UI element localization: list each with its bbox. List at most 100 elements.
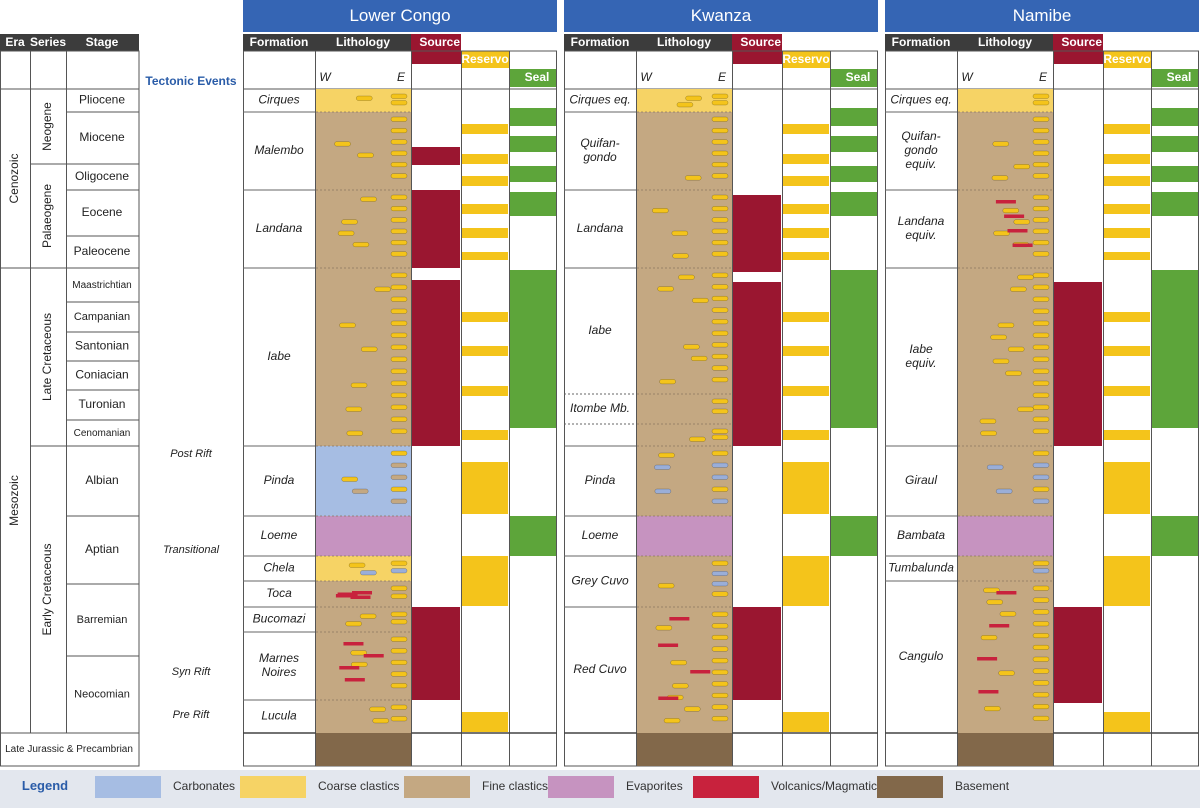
formation-label: Grey Cuvo <box>571 574 629 588</box>
lithology-pebble <box>684 706 701 712</box>
era-label: Cenozoic <box>7 153 21 203</box>
formation-label-line: Bambata <box>897 528 945 542</box>
lithology-pebble <box>1032 486 1050 492</box>
series-label-line: Palaeogene <box>40 184 54 248</box>
formation-label-line: Iabe <box>909 342 933 356</box>
reservoir-interval <box>462 176 508 186</box>
stage-header-line: Stage <box>86 35 119 49</box>
stage-label-line: Maastrichtian <box>72 280 131 291</box>
lithology-pebble <box>341 476 358 482</box>
lithology-pebble <box>390 128 408 134</box>
lithology-pebble <box>684 175 702 181</box>
reservoir-interval <box>1104 228 1150 238</box>
legend-swatch <box>404 776 470 798</box>
basin-title: Lower Congo <box>349 6 450 25</box>
reservoir-header-bar <box>782 51 830 68</box>
source-rock-interval <box>412 190 460 268</box>
lithology-pebble <box>390 251 408 257</box>
west-label: W <box>640 70 653 84</box>
lithology-pebble <box>1032 680 1050 686</box>
lithology-pebble <box>341 219 358 225</box>
reservoir-interval <box>1104 386 1150 396</box>
basin-title: Kwanza <box>691 6 752 25</box>
formation-label-line: Iabe <box>267 349 291 363</box>
lithology-pebble <box>1032 585 1050 591</box>
series-header-line: Series <box>30 35 66 49</box>
lithology-pebble <box>997 322 1015 328</box>
lithology-pebble <box>711 450 729 456</box>
lithology-pebble <box>390 320 408 326</box>
reservoir-interval <box>462 346 508 356</box>
lithology-pebble <box>360 346 378 352</box>
lithology-pebble <box>683 344 700 350</box>
lithology-pebble <box>1032 217 1050 223</box>
lithology-pebble <box>711 295 729 301</box>
lithology-pebble <box>711 623 729 629</box>
lithology-pebble <box>672 253 689 259</box>
lithology-pebble <box>1032 450 1050 456</box>
basin-title-bar <box>885 0 1199 32</box>
east-label-line: E <box>718 70 727 84</box>
source-rock-interval <box>412 607 460 700</box>
volcanic-streak <box>343 642 364 646</box>
formation-label-line: Cirques eq. <box>569 93 630 107</box>
seal-header: Seal <box>1167 70 1192 84</box>
seal-header-line: Seal <box>1167 70 1192 84</box>
west-label-line: W <box>961 70 974 84</box>
time-scale-panel: Era Series Stage Cenozoic Mesozoic Neogene Pal… <box>0 34 237 767</box>
basin-title-line: Lower Congo <box>349 6 450 25</box>
lithology-pebble <box>711 692 729 698</box>
lithology-pebble <box>390 206 408 212</box>
lithology-pebble <box>711 162 729 168</box>
lithology-header-line: Lithology <box>657 35 711 49</box>
lithology-pebble <box>1017 406 1034 412</box>
lithology-pebble <box>1032 344 1050 350</box>
series-label-line: Late Cretaceous <box>40 313 54 401</box>
stage-label-line: Santonian <box>75 339 129 353</box>
lithology-pebble <box>1032 308 1050 314</box>
seal-interval <box>1152 516 1198 556</box>
lithology-block <box>958 516 1053 556</box>
lithology-pebble <box>711 206 729 212</box>
formation-label-line: Landana <box>256 221 303 235</box>
stage-label: Santonian <box>75 339 129 353</box>
lithology-pebble <box>711 251 729 257</box>
seal-header: Seal <box>846 70 871 84</box>
tectonic-events-header: Tectonic Events <box>145 74 236 88</box>
volcanic-streak <box>1007 229 1028 233</box>
seal-interval <box>831 516 877 556</box>
lithology-pebble <box>1032 704 1050 710</box>
lithology-pebble <box>1032 128 1050 134</box>
legend-swatch <box>95 776 161 798</box>
volcanic-streak <box>1004 214 1025 218</box>
basin-kwanza: Kwanza Formation Lithology Source rock Reser… <box>564 0 878 767</box>
lithology-pebble <box>657 286 674 292</box>
stage-label-line: Campanian <box>74 311 130 323</box>
reservoir-interval <box>783 556 829 606</box>
lithology-pebble <box>711 116 729 122</box>
lithology-pebble <box>676 102 694 108</box>
stage-label-line: Paleocene <box>74 244 131 258</box>
reservoir-interval <box>462 124 508 134</box>
seal-header-bar <box>830 69 878 87</box>
lithology-block <box>637 446 732 516</box>
lithology-block <box>316 516 411 556</box>
reservoir-interval <box>783 386 829 396</box>
lithology-pebble <box>986 599 1003 605</box>
source-rock-header-line: Source rock <box>1061 35 1131 49</box>
lithology-pebble <box>390 560 408 566</box>
lithology-pebble <box>390 240 408 246</box>
lithology-pebble <box>1032 139 1050 145</box>
formation-label: Quifan-gondo <box>580 136 619 164</box>
lithology-pebble <box>1032 609 1050 615</box>
reservoir-header-bar <box>1103 51 1151 68</box>
reservoir-interval <box>783 204 829 214</box>
lithology-pebble <box>390 228 408 234</box>
lithology-pebble <box>350 382 368 388</box>
formation-label: Chela <box>263 561 295 575</box>
legend-item-label: Volcanics/Magmatics <box>771 779 883 793</box>
lithology-pebble <box>1032 228 1050 234</box>
formation-label: Bambata <box>897 528 945 542</box>
formation-label-line: Chela <box>263 561 295 575</box>
